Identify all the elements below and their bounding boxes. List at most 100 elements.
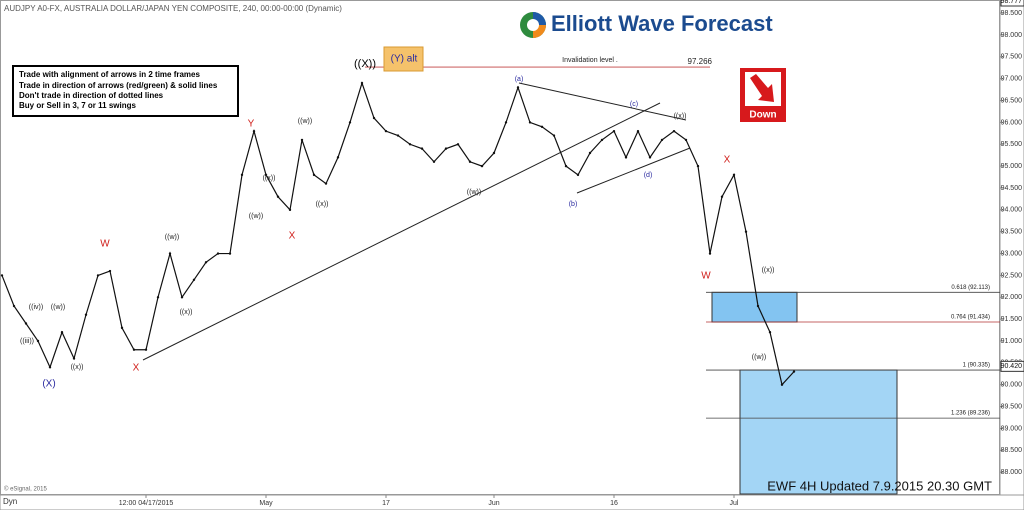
price-point [576,173,580,177]
y-tick-label: 92.000 [1001,294,1023,301]
x-tick-label: 17 [382,500,390,507]
instruction-box [12,65,239,117]
price-point [216,252,220,255]
last-price-box [1000,360,1024,372]
y-tick-label: 95.000 [1001,163,1023,170]
wave-label: ((w)) [298,118,312,125]
price-point [504,121,508,124]
price-point [492,151,496,155]
y-axis-panel [999,0,1024,496]
price-point [252,129,256,133]
high-marker-label: 98.777 [1001,0,1023,5]
zones: 0.618 (92.113) 0.764 (91.434) 1 (90.335) 1.… [365,57,1000,495]
wave-label: ((x)) [316,201,329,208]
price-point [432,160,436,163]
price-point [420,147,424,150]
price-point [240,173,244,177]
y-tick-label: 89.000 [1001,425,1023,432]
price-point [336,156,340,159]
price-point [108,269,112,273]
wave-label: (a) [515,76,524,83]
price-point [312,173,316,177]
y-tick-label: 97.000 [1001,76,1023,83]
invalidation-value: 97.266 [688,57,713,66]
wave-label: ((w)) [165,234,179,241]
price-point [708,252,712,255]
y-tick-label: 88.000 [1001,469,1023,476]
price-point [120,326,124,330]
wave-label: ((x)) [674,113,687,120]
price-point [324,182,328,185]
price-point [408,143,412,146]
instruction: Buy or Sell in 3, 7 or 11 swings [19,101,136,110]
price-point [780,383,784,386]
price-point [672,129,676,133]
price-point [660,138,664,142]
price-point [396,134,400,137]
price-point [132,348,136,351]
wave-label: ((w)) [249,213,263,220]
trend-lines [142,82,691,361]
fib-label: 1 (90.335) [963,363,990,369]
logo-icon-center [527,19,539,31]
y-tick-label: 91.500 [1001,316,1023,323]
fib-label: 0.764 (91.434) [951,315,990,321]
wave-label: ((x)) [180,309,193,316]
price-point [168,252,172,255]
price-point [636,129,640,133]
price-point [84,313,88,316]
y-tick-label: 96.000 [1001,119,1023,126]
price-point [264,173,268,177]
wave-label: ((x)) [762,267,775,274]
wave-label: ((w)) [752,354,766,361]
wave-label: Y [248,119,255,130]
wave-label: X [724,155,731,166]
price-point [36,339,40,343]
price-point [300,138,304,142]
y-tick-label: 98.000 [1001,32,1023,39]
direction-label: Down [749,110,776,121]
price-point [192,278,196,281]
price-point [180,296,184,299]
wave-label: X [133,363,140,374]
wave-label: (Y) alt [391,54,418,65]
price-point [156,296,160,299]
y-tick-label: 98.500 [1001,10,1023,17]
price-point [72,357,76,360]
price-point [480,164,484,168]
price-point [588,151,592,155]
price-point [612,129,616,133]
instruction: Trade with alignment of arrows in 2 time… [19,70,200,79]
price-point [720,195,724,198]
wave-label: (c) [630,101,638,108]
price-point [624,156,628,159]
wave-label-box [383,46,424,72]
y-tick-label: 93.000 [1001,250,1023,257]
instruction: Trade in direction of arrows (red/green)… [19,81,218,90]
trend-line [518,82,687,121]
price-point [276,195,280,198]
fib-label: 0.618 (92.113) [951,285,990,291]
y-tick-label: 95.500 [1001,141,1023,148]
y-tick-label: 96.500 [1001,97,1023,104]
price-point [348,121,352,124]
x-tick-label: Jun [488,500,499,507]
y-tick-label: 91.000 [1001,338,1023,345]
wave-label: ((w)) [51,304,65,311]
copyright: © eSignal, 2015 [4,486,47,493]
trend-line [576,147,691,194]
wave-label: X [289,231,296,242]
direction-arrow [750,74,774,102]
price-point [732,173,736,177]
wave-label: ((w)) [467,189,481,196]
y-tick-label: 88.500 [1001,447,1023,454]
x-tick-label: May [259,500,273,507]
price-point [564,164,568,168]
price-point [684,138,688,142]
price-point [372,116,376,120]
price-point [600,138,604,142]
price-point [696,164,700,168]
wave-label: ((iii)) [20,338,34,345]
